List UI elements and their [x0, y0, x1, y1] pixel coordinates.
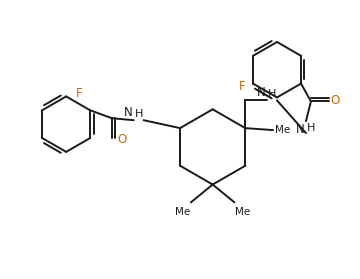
- Text: Me: Me: [275, 125, 290, 135]
- Text: H: H: [135, 109, 143, 119]
- Text: O: O: [118, 133, 127, 146]
- Text: H: H: [307, 123, 315, 133]
- Text: N: N: [257, 86, 266, 99]
- Text: F: F: [238, 80, 245, 93]
- Text: N: N: [296, 123, 305, 136]
- Text: Me: Me: [175, 207, 190, 217]
- Text: H: H: [268, 89, 276, 99]
- Text: O: O: [331, 94, 340, 107]
- Text: F: F: [76, 87, 83, 100]
- Text: N: N: [124, 106, 133, 119]
- Text: Me: Me: [235, 207, 251, 217]
